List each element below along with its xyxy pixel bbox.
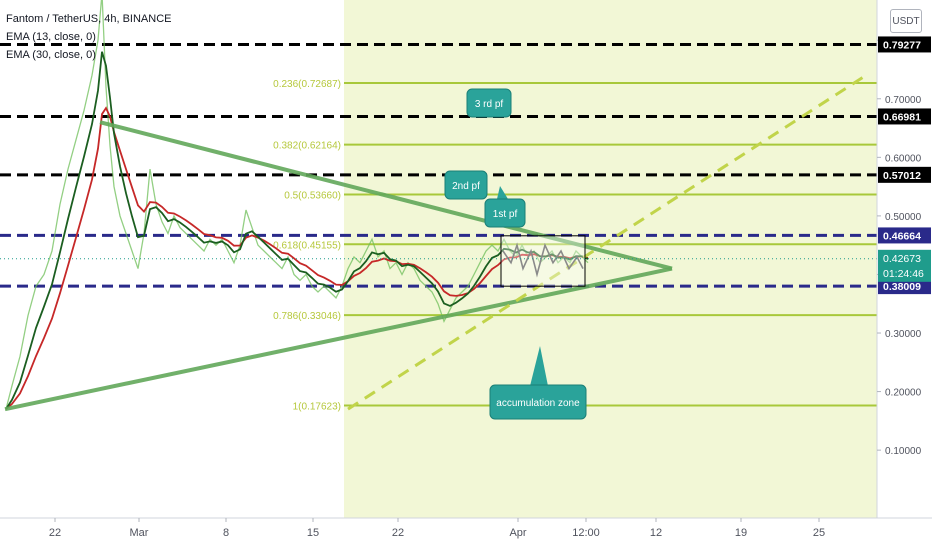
callout-1: 2nd pf xyxy=(444,170,488,200)
callout-box xyxy=(466,88,512,118)
price-axis: 0.100000.200000.300000.400000.500000.600… xyxy=(876,0,932,518)
price-marker-tag xyxy=(878,166,931,183)
ema-13-indicator[interactable]: EMA (13, close, 0) xyxy=(6,31,96,43)
price-marker-label: 0.66981 xyxy=(883,111,921,123)
callout-pointer xyxy=(530,346,548,386)
y-tick-label: 0.50000 xyxy=(885,212,922,223)
x-tick-label: 22 xyxy=(49,527,61,539)
fib-label-0.236: 0.236(0.72687) xyxy=(273,79,341,90)
accumulation-pattern xyxy=(502,242,584,278)
fib-label-1: 1(0.17623) xyxy=(293,401,341,412)
callout-text: 2nd pf xyxy=(452,181,480,192)
callout-text: 3 rd pf xyxy=(475,99,504,110)
callout-box xyxy=(484,198,526,228)
x-tick-label: 12:00 xyxy=(572,527,600,539)
fibonacci-zone xyxy=(344,0,877,518)
x-tick-label: Mar xyxy=(130,527,149,539)
time-axis-bg xyxy=(0,518,932,550)
fib-label-0.618: 0.618(0.45155) xyxy=(273,240,341,251)
fib-label-0.786: 0.786(0.33046) xyxy=(273,311,341,322)
triangle-upper-line xyxy=(99,120,673,271)
x-tick-label: 8 xyxy=(223,527,229,539)
x-tick-label: 25 xyxy=(813,527,825,539)
fib-label-0.382: 0.382(0.62164) xyxy=(273,141,341,152)
current-price-tag xyxy=(878,249,931,282)
callout-text: 1st pf xyxy=(493,209,518,220)
y-tick-label: 0.10000 xyxy=(885,446,922,457)
symbol-title[interactable]: Fantom / TetherUS, 4h, BINANCE xyxy=(6,13,172,25)
price-marker-label: 0.38009 xyxy=(883,281,921,293)
price-line xyxy=(5,0,589,410)
fib-label-0.5: 0.5(0.53660) xyxy=(284,190,341,201)
callout-box xyxy=(444,170,488,200)
x-tick-label: 15 xyxy=(307,527,319,539)
ema-30-indicator[interactable]: EMA (30, close, 0) xyxy=(6,49,96,61)
currency-unit-button[interactable]: USDT xyxy=(890,9,922,33)
price-marker-tag xyxy=(878,278,931,295)
price-marker-tag xyxy=(878,227,931,244)
chart-legend: Fantom / TetherUS, 4h, BINANCE EMA (13, … xyxy=(6,10,171,64)
projection-line xyxy=(347,74,867,411)
accumulation-box xyxy=(500,235,586,287)
triangle-lower-line xyxy=(4,266,673,412)
price-marker-label: 0.79277 xyxy=(883,39,921,51)
callout-3: accumulation zone xyxy=(489,346,587,420)
callout-box xyxy=(489,384,587,420)
current-price-label: 0.42673 xyxy=(883,253,921,265)
price-marker-tag xyxy=(878,36,931,53)
callout-text: accumulation zone xyxy=(496,398,580,409)
candle-countdown: 01:24:46 xyxy=(883,268,924,280)
x-tick-label: Apr xyxy=(509,527,526,539)
callout-pointer xyxy=(497,186,508,199)
y-tick-label: 0.70000 xyxy=(885,95,922,106)
callout-0: 3 rd pf xyxy=(466,88,512,118)
x-tick-label: 19 xyxy=(735,527,747,539)
price-marker-tag xyxy=(878,108,931,125)
price-marker-label: 0.46664 xyxy=(883,230,921,242)
x-tick-label: 12 xyxy=(650,527,662,539)
callout-2: 1st pf xyxy=(484,186,526,228)
y-tick-label: 0.60000 xyxy=(885,153,922,164)
price-marker-label: 0.57012 xyxy=(883,170,921,182)
time-axis: 22 Mar 8 15 22 Apr 12:00 12 19 25 xyxy=(0,517,932,550)
x-tick-label: 22 xyxy=(392,527,404,539)
y-tick-label: 0.30000 xyxy=(885,329,922,340)
y-tick-label: 0.20000 xyxy=(885,388,922,399)
